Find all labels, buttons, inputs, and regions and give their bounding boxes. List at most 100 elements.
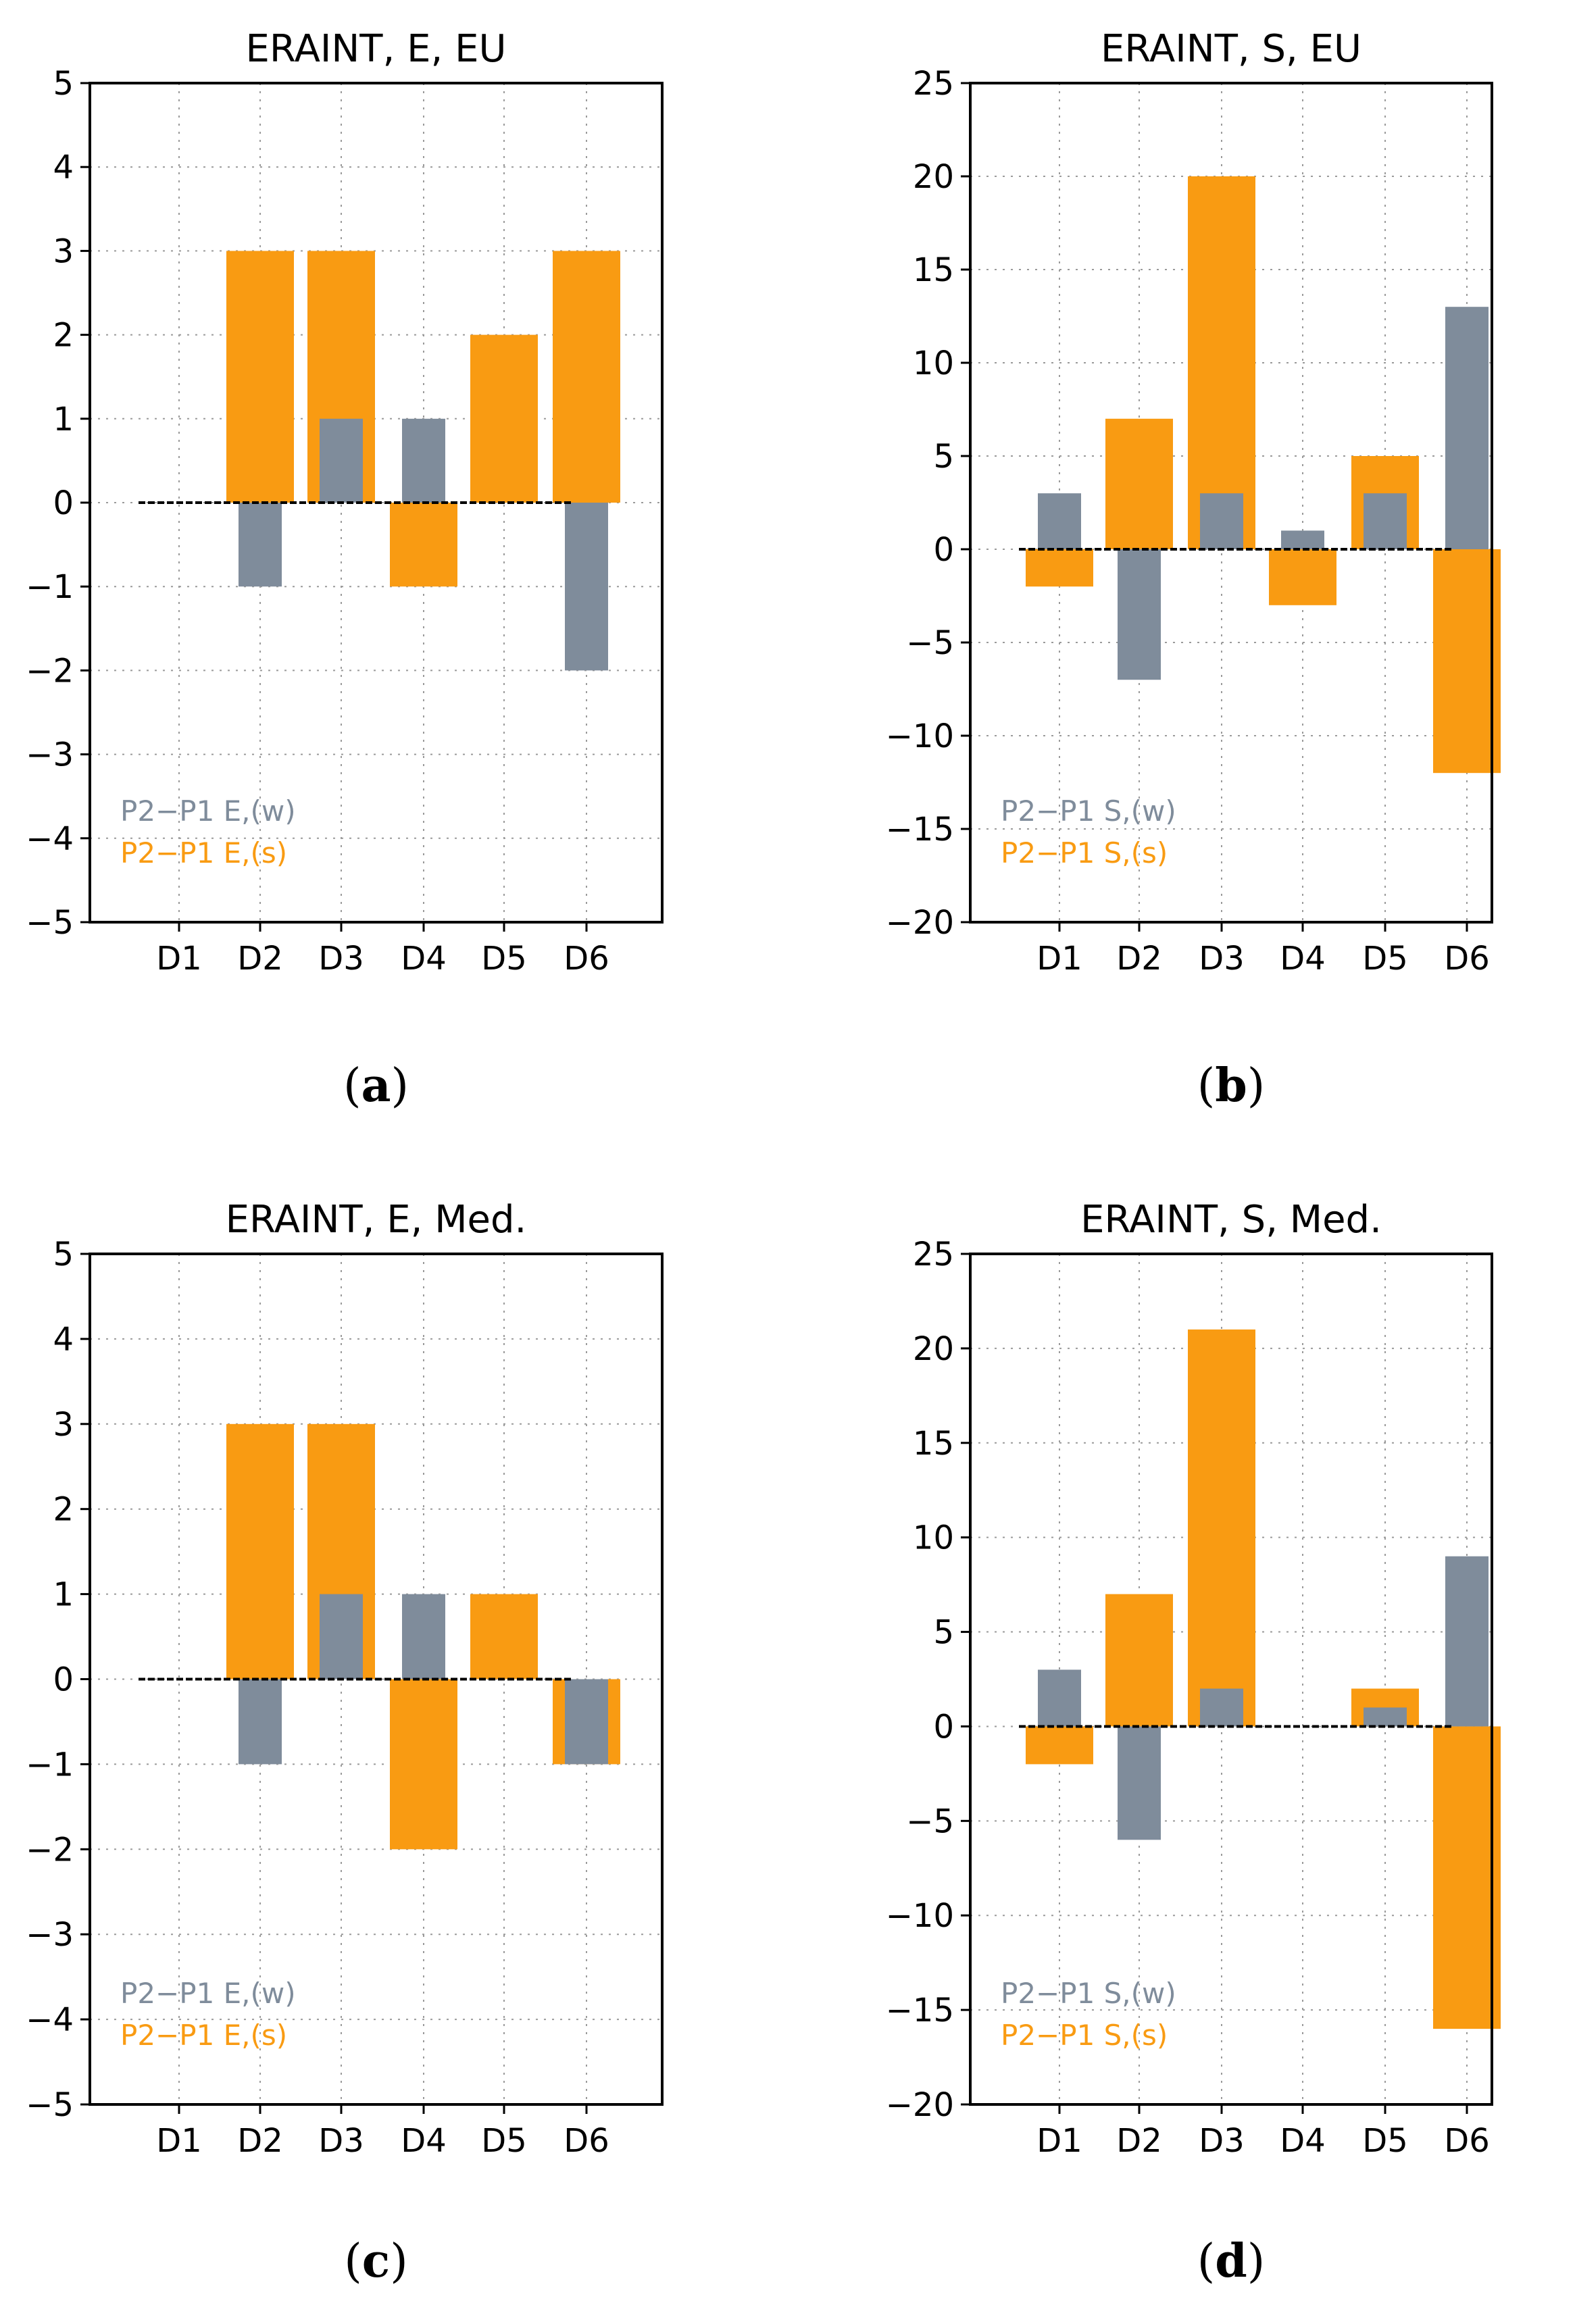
x-tick-label: D6 [1444, 940, 1490, 978]
y-tick-label: −5 [906, 624, 954, 662]
x-tick-label: D6 [1444, 2122, 1490, 2160]
legend-summer: P2−P1 S,(s) [1001, 2019, 1168, 2052]
y-tick-label: 15 [913, 251, 954, 289]
bar-summer-D6 [1433, 1726, 1501, 2029]
legend-summer: P2−P1 E,(s) [120, 836, 287, 869]
bar-winter-D2 [1118, 1726, 1161, 1840]
x-tick-label: D4 [1280, 2122, 1326, 2160]
x-tick-label: D5 [481, 940, 527, 978]
y-tick-label: 15 [913, 1425, 954, 1463]
x-tick-label: D4 [401, 940, 447, 978]
x-tick-label: D4 [1280, 940, 1326, 978]
bar-winter-D4 [402, 1594, 445, 1679]
bar-winter-D2 [239, 503, 282, 587]
bar-summer-D4 [1269, 549, 1336, 605]
y-tick-label: 3 [53, 232, 74, 270]
bar-winter-D6 [565, 503, 608, 671]
bar-summer-D2 [226, 251, 294, 503]
legend-winter: P2−P1 S,(w) [1001, 794, 1176, 828]
y-tick-label: 3 [53, 1406, 74, 1444]
panel-caption: (b) [1197, 1059, 1266, 1113]
bar-winter-D6 [1445, 1556, 1489, 1727]
bar-summer-D4 [390, 503, 457, 587]
y-tick-label: −1 [26, 568, 74, 606]
bar-winter-D4 [402, 418, 445, 503]
y-tick-label: −3 [26, 736, 74, 774]
chart-title: ERAINT, S, Med. [1080, 1198, 1382, 1242]
y-tick-label: 20 [913, 1330, 954, 1368]
x-tick-label: D3 [1199, 940, 1245, 978]
y-tick-label: −1 [26, 1746, 74, 1784]
plot-frame [969, 1253, 1493, 2106]
bar-winter-D1 [1038, 1669, 1081, 1727]
bar-summer-D4 [390, 1679, 457, 1850]
bar-summer-D2 [1105, 418, 1173, 549]
y-tick-label: 5 [933, 1614, 954, 1652]
bar-summer-D5 [470, 1594, 538, 1679]
bar-summer-D6 [553, 251, 620, 503]
bar-winter-D2 [239, 1679, 282, 1765]
x-tick-label: D3 [318, 940, 364, 978]
bar-winter-D3 [320, 1594, 363, 1679]
y-tick-label: 1 [53, 1576, 74, 1614]
bar-summer-D3 [1188, 1329, 1255, 1727]
bar-summer-D1 [1026, 549, 1093, 587]
x-tick-label: D6 [564, 940, 609, 978]
chart-panel-d: ERAINT, S, Med. −20 −15 −10 −5 0 5 10 15 20 25 D1 D2… [886, 1198, 1501, 2288]
y-tick-label: 4 [53, 149, 74, 186]
panel-caption-letter: c [362, 2234, 390, 2288]
x-tick-label: D2 [237, 940, 283, 978]
bar-winter-D6 [565, 1679, 608, 1765]
y-tick-label: −10 [886, 717, 954, 755]
x-tick-label: D5 [481, 2122, 527, 2160]
y-tick-label: 1 [53, 401, 74, 438]
chart-title: ERAINT, E, EU [246, 27, 507, 71]
y-tick-label: −20 [886, 2086, 954, 2124]
x-tick-label: D1 [156, 2122, 202, 2160]
chart-title: ERAINT, S, EU [1101, 27, 1361, 71]
y-tick-label: 5 [53, 1236, 74, 1273]
panel-caption-letter: b [1215, 1059, 1247, 1113]
x-tick-label: D3 [1199, 2122, 1245, 2160]
x-tick-label: D3 [318, 2122, 364, 2160]
y-tick-label: −20 [886, 904, 954, 942]
bar-winter-D2 [1118, 549, 1161, 680]
x-tick-label: D4 [401, 2122, 447, 2160]
bar-winter-D1 [1038, 493, 1081, 549]
y-tick-label: 5 [53, 65, 74, 103]
y-tick-label: −2 [26, 1831, 74, 1869]
y-tick-label: 0 [53, 1661, 74, 1699]
x-tick-label: D1 [156, 940, 202, 978]
legend-winter: P2−P1 E,(w) [120, 794, 296, 828]
panel-caption: (c) [344, 2234, 407, 2288]
x-tick-label: D6 [564, 2122, 609, 2160]
bar-summer-D3 [1188, 176, 1255, 549]
plot-frame [969, 82, 1493, 924]
panel-caption-letter: a [361, 1059, 391, 1113]
y-tick-label: −15 [886, 1992, 954, 2029]
legend-winter: P2−P1 E,(w) [120, 1977, 296, 2010]
y-tick-label: −4 [26, 2001, 74, 2039]
bar-winter-D5 [1364, 493, 1407, 549]
y-tick-label: 25 [913, 65, 954, 103]
bar-winter-D3 [1200, 1688, 1243, 1727]
y-tick-label: −10 [886, 1897, 954, 1935]
y-tick-label: 5 [933, 438, 954, 476]
x-tick-label: D2 [1116, 940, 1162, 978]
bar-winter-D4 [1281, 530, 1324, 549]
chart-panel-c: ERAINT, E, Med. −5 −4 −3 −2 −1 0 1 2 3 4 5 D1 D2 D3 D4 D… [26, 1198, 664, 2288]
legend-summer: P2−P1 S,(s) [1001, 836, 1168, 869]
panel-caption: (d) [1197, 2234, 1266, 2288]
x-tick-label: D1 [1036, 940, 1082, 978]
chart-panel-a: ERAINT, E, EU −5 −4 −3 −2 −1 0 1 2 3 4 5 D1 D2 D3 D4 D5 D… [26, 27, 664, 1113]
bar-winter-D5 [1364, 1707, 1407, 1727]
x-tick-label: D2 [237, 2122, 283, 2160]
bar-summer-D6 [1433, 549, 1501, 774]
y-tick-label: 2 [53, 1491, 74, 1529]
bar-winter-D3 [320, 418, 363, 503]
bar-summer-D1 [1026, 1726, 1093, 1765]
y-tick-label: 0 [53, 484, 74, 522]
x-tick-label: D1 [1036, 2122, 1082, 2160]
y-tick-label: 0 [933, 531, 954, 569]
